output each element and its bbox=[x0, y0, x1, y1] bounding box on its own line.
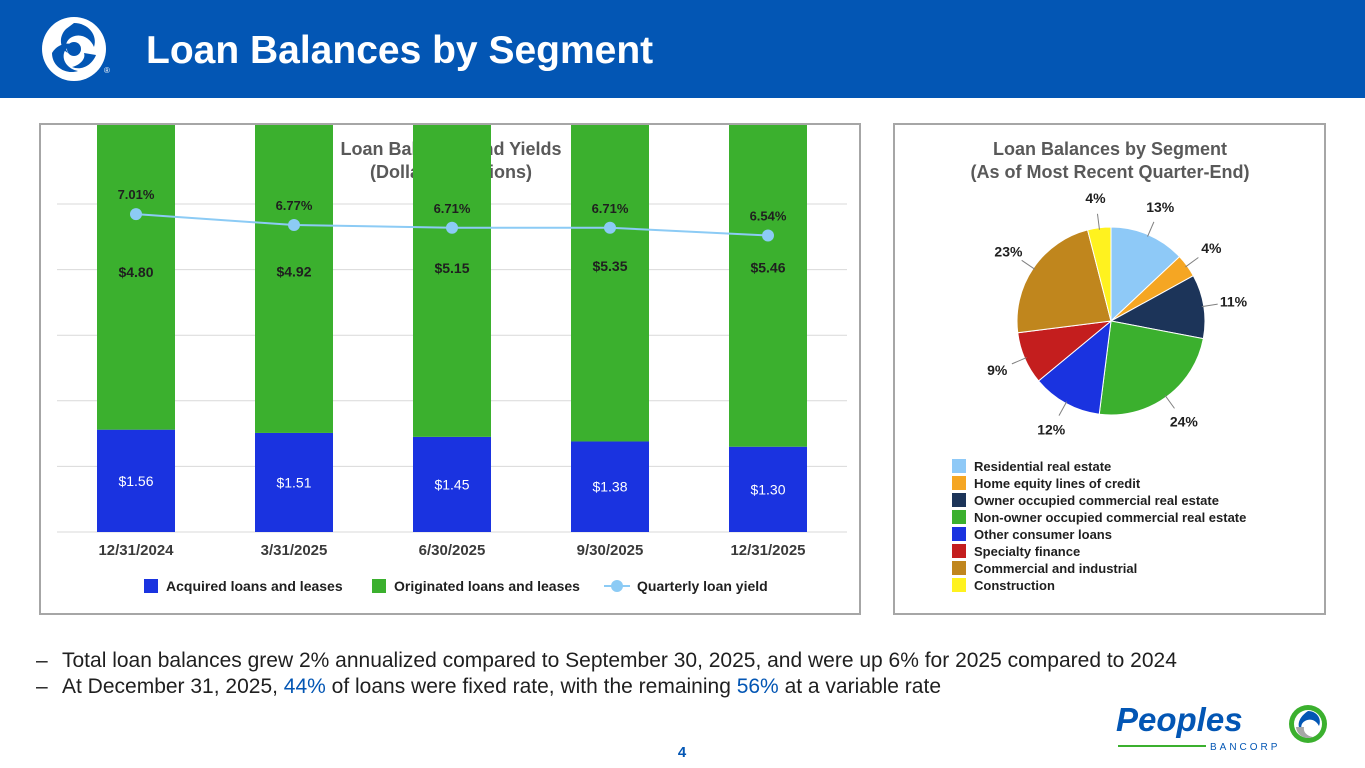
bar-originated bbox=[255, 125, 333, 433]
yield-point bbox=[446, 221, 458, 234]
bar-acquired bbox=[255, 432, 333, 532]
pie-legend-label: Construction bbox=[974, 578, 1055, 593]
bar-originated bbox=[729, 125, 807, 447]
x-tick-label: 6/30/2025 bbox=[419, 542, 486, 559]
bar-acquired bbox=[729, 446, 807, 532]
fixed-rate-percent: 44% bbox=[283, 675, 326, 698]
pie-legend-swatch bbox=[952, 476, 966, 490]
pie-leader-line bbox=[1201, 303, 1218, 308]
bar-acquired bbox=[571, 441, 649, 532]
segment-pie-panel: Loan Balances by Segment (As of Most Rece… bbox=[893, 123, 1326, 615]
legend-label: Acquired loans and leases bbox=[166, 578, 343, 594]
yield-point bbox=[130, 208, 142, 221]
data-label-originated: $5.35 bbox=[592, 258, 627, 274]
pie-legend-swatch bbox=[952, 578, 966, 592]
pie-legend-label: Non-owner occupied commercial real estat… bbox=[974, 510, 1246, 525]
header-bar: ® Loan Balances by Segment bbox=[0, 0, 1365, 98]
pie-legend-label: Owner occupied commercial real estate bbox=[974, 493, 1219, 508]
bullet-dash: – bbox=[36, 675, 48, 698]
pie-legend-swatch bbox=[952, 544, 966, 558]
data-label-acquired: $1.30 bbox=[750, 481, 785, 497]
pie-legend-label: Residential real estate bbox=[974, 459, 1111, 474]
pie-leader-line bbox=[1185, 257, 1199, 268]
stacked-bar-chart: Loan Balances and Yields(Dollars in bill… bbox=[57, 125, 847, 594]
yield-point bbox=[288, 219, 300, 232]
pie-value-label: 11% bbox=[1220, 294, 1248, 310]
variable-rate-percent: 56% bbox=[736, 675, 779, 698]
pie-value-label: 23% bbox=[994, 243, 1023, 259]
pie-legend-label: Other consumer loans bbox=[974, 527, 1112, 542]
bullet-dash: – bbox=[36, 649, 48, 672]
page-number: 4 bbox=[677, 744, 687, 761]
peoples-bancorp-logo: Peoples BANCORP bbox=[1116, 701, 1327, 753]
segment-pie-chart: Loan Balances by Segment (As of Most Rece… bbox=[952, 139, 1250, 593]
data-label-acquired: $1.38 bbox=[592, 479, 627, 495]
yield-label: 6.71% bbox=[592, 201, 629, 216]
pie-value-label: 24% bbox=[1170, 413, 1199, 429]
brand-name: Peoples bbox=[1116, 701, 1243, 738]
pie-value-label: 12% bbox=[1037, 422, 1066, 438]
bar-acquired bbox=[97, 429, 175, 532]
bullet-1: – Total loan balances grew 2% annualized … bbox=[36, 648, 1336, 674]
pie-legend-swatch bbox=[952, 527, 966, 541]
yield-point bbox=[762, 229, 774, 242]
bullet-2-pre: At December 31, 2025, bbox=[62, 675, 284, 698]
pie-value-label: 4% bbox=[1085, 190, 1106, 206]
data-label-originated: $5.46 bbox=[750, 260, 785, 276]
legend-label: Quarterly loan yield bbox=[637, 578, 768, 594]
bar-originated bbox=[97, 125, 175, 430]
pie-leader-line bbox=[1096, 213, 1100, 230]
yield-point bbox=[604, 221, 616, 234]
data-label-originated: $4.80 bbox=[118, 264, 153, 280]
legend-marker bbox=[611, 580, 623, 592]
pie-legend-label: Home equity lines of credit bbox=[974, 476, 1141, 491]
legend-swatch bbox=[372, 579, 386, 593]
pie-value-label: 4% bbox=[1201, 240, 1222, 256]
pie-legend-label: Specialty finance bbox=[974, 544, 1080, 559]
yield-label: 6.71% bbox=[434, 201, 471, 216]
loan-balances-chart-panel: Loan Balances and Yields(Dollars in bill… bbox=[39, 123, 861, 615]
pie-title: Loan Balances by Segment bbox=[993, 139, 1227, 159]
pie-value-label: 13% bbox=[1146, 199, 1175, 215]
pie-legend-label: Commercial and industrial bbox=[974, 561, 1137, 576]
brand-swirl-icon bbox=[1289, 705, 1327, 743]
pie-leader-line bbox=[1164, 395, 1175, 409]
pie-leader-line bbox=[1021, 259, 1036, 270]
pie-title: (As of Most Recent Quarter-End) bbox=[970, 162, 1249, 182]
pie-legend-swatch bbox=[952, 459, 966, 473]
pie-leader-line bbox=[1011, 357, 1027, 365]
data-label-acquired: $1.51 bbox=[276, 474, 311, 490]
x-tick-label: 12/31/2025 bbox=[730, 542, 805, 559]
pie-leader-line bbox=[1147, 221, 1155, 237]
yield-label: 7.01% bbox=[118, 187, 155, 202]
bullet-2-post: at a variable rate bbox=[778, 675, 941, 698]
data-label-acquired: $1.45 bbox=[434, 476, 469, 492]
legend-swatch bbox=[144, 579, 158, 593]
data-label-originated: $5.15 bbox=[434, 260, 469, 276]
pie-legend-swatch bbox=[952, 510, 966, 524]
pie-leader-line bbox=[1058, 401, 1068, 416]
yield-label: 6.54% bbox=[750, 208, 787, 223]
page-title: Loan Balances by Segment bbox=[146, 29, 654, 72]
bullet-1-text: Total loan balances grew 2% annualized c… bbox=[62, 649, 1177, 672]
data-label-originated: $4.92 bbox=[276, 264, 311, 280]
bar-originated bbox=[413, 125, 491, 437]
x-tick-label: 9/30/2025 bbox=[577, 542, 644, 559]
x-tick-label: 12/31/2024 bbox=[98, 542, 174, 559]
pie-legend-swatch bbox=[952, 493, 966, 507]
x-tick-label: 3/31/2025 bbox=[261, 542, 328, 559]
bullet-2: – At December 31, 2025, 44% of loans were… bbox=[36, 674, 1336, 700]
pie-legend-swatch bbox=[952, 561, 966, 575]
registered-mark: ® bbox=[104, 66, 110, 75]
bar-acquired bbox=[413, 436, 491, 532]
bullet-list: – Total loan balances grew 2% annualized … bbox=[36, 648, 1336, 700]
peoples-swirl-logo-icon bbox=[42, 17, 106, 81]
yield-label: 6.77% bbox=[276, 198, 313, 213]
bullet-2-mid: of loans were fixed rate, with the remai… bbox=[325, 675, 737, 698]
data-label-acquired: $1.56 bbox=[118, 473, 153, 489]
legend-label: Originated loans and leases bbox=[394, 578, 580, 594]
brand-sub: BANCORP bbox=[1210, 742, 1280, 753]
bar-originated bbox=[571, 125, 649, 442]
pie-value-label: 9% bbox=[987, 362, 1008, 378]
